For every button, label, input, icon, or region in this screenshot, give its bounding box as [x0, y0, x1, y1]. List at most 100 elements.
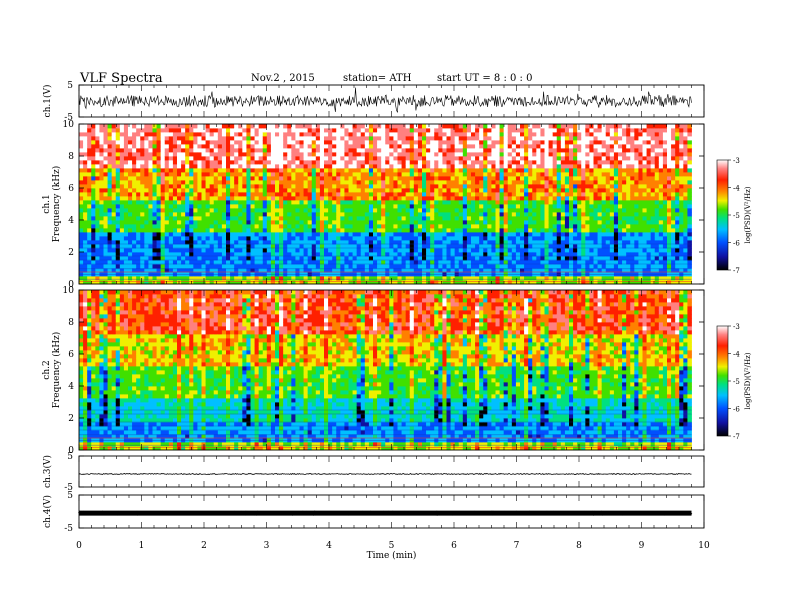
- spectrogram-cell: [532, 144, 537, 149]
- spectrogram-cell: [246, 172, 251, 177]
- spectrogram-cell: [295, 240, 300, 245]
- spectrogram-cell: [438, 160, 443, 165]
- spectrogram-cell: [254, 228, 260, 233]
- spectrogram-cell: [144, 212, 149, 217]
- spectrogram-cell: [336, 276, 341, 281]
- spectrogram-cell: [217, 172, 223, 177]
- spectrogram-cell: [79, 224, 84, 229]
- spectrogram-cell: [499, 160, 505, 165]
- spectrogram-cell: [430, 208, 435, 213]
- spectrogram-cell: [332, 124, 337, 129]
- spectrogram-cell: [107, 240, 113, 245]
- spectrogram-cell: [581, 128, 586, 133]
- spectrogram-cell: [564, 236, 570, 241]
- spectrogram-cell: [352, 236, 358, 241]
- spectrogram-cell: [405, 220, 411, 225]
- spectrogram-cell: [99, 200, 104, 205]
- spectrogram-cell: [160, 192, 166, 197]
- spectrogram-cell: [185, 224, 190, 229]
- spectrogram-cell: [230, 244, 235, 249]
- spectrogram-cell: [487, 204, 492, 209]
- spectrogram-cell: [181, 144, 186, 149]
- spectrogram-cell: [258, 132, 264, 137]
- spectrogram-cell: [254, 236, 260, 241]
- spectrogram-cell: [524, 224, 529, 229]
- spectrogram-cell: [438, 204, 443, 209]
- spectrogram-cell: [160, 220, 166, 225]
- spectrogram-cell: [299, 260, 304, 265]
- spectrogram-cell: [123, 152, 129, 157]
- spectrogram-cell: [177, 232, 182, 237]
- spectrogram-cell: [495, 224, 500, 229]
- spectrogram-cell: [99, 256, 104, 261]
- spectrogram-cell: [226, 156, 231, 161]
- spectrogram-cell: [79, 184, 84, 189]
- spectrogram-cell: [205, 240, 211, 245]
- spectrogram-cell: [287, 184, 292, 189]
- spectrogram-cell: [556, 280, 562, 285]
- spectrogram-cell: [577, 160, 582, 165]
- spectrogram-cell: [262, 180, 268, 185]
- spectrogram-cell: [307, 188, 313, 193]
- spectrogram-cell: [275, 264, 280, 269]
- spectrogram-cell: [128, 136, 133, 141]
- spectrogram-cell: [544, 128, 549, 133]
- spectrogram-cell: [532, 220, 537, 225]
- spectrogram-cell: [569, 280, 574, 285]
- spectrogram-cell: [140, 124, 145, 129]
- spectrogram-cell: [258, 136, 264, 141]
- spectrogram-cell: [450, 148, 456, 153]
- spectrogram-cell: [495, 144, 500, 149]
- spectrogram-cell: [348, 240, 353, 245]
- spectrogram-cell: [238, 148, 243, 153]
- spectrogram-cell: [393, 256, 398, 261]
- spectrogram-cell: [283, 252, 288, 257]
- spectrogram-cell: [279, 140, 284, 145]
- spectrogram-cell: [140, 260, 145, 265]
- spectrogram-cell: [573, 260, 578, 265]
- spectrogram-cell: [434, 168, 439, 173]
- spectrogram-cell: [128, 244, 133, 249]
- spectrogram-cell: [528, 236, 533, 241]
- spectrogram-cell: [426, 208, 431, 213]
- spectrogram-cell: [471, 132, 476, 137]
- spectrogram-cell: [217, 164, 223, 169]
- spectrogram-cell: [340, 140, 345, 145]
- spectrogram-cell: [254, 156, 260, 161]
- spectrogram-cell: [364, 128, 370, 133]
- spectrogram-cell: [471, 192, 476, 197]
- spectrogram-cell: [132, 216, 137, 221]
- spectrogram-cell: [111, 240, 117, 245]
- spectrogram-cell: [364, 212, 370, 217]
- spectrogram-cell: [377, 196, 382, 201]
- spectrogram-cell: [136, 148, 141, 153]
- spectrogram-cell: [332, 184, 337, 189]
- spectrogram-cell: [434, 164, 439, 169]
- spectrogram-cell: [234, 192, 239, 197]
- spectrogram-cell: [401, 264, 407, 269]
- spectrogram-cell: [487, 184, 492, 189]
- spectrogram-cell: [177, 176, 182, 181]
- spectrogram-cell: [532, 268, 537, 273]
- spectrogram-cell: [242, 260, 247, 265]
- spectrogram-cell: [213, 252, 219, 257]
- spectrogram-cell: [197, 136, 202, 141]
- spectrogram-cell: [132, 184, 137, 189]
- spectrogram-cell: [413, 256, 419, 261]
- spectrogram-cell: [381, 192, 386, 197]
- spectrogram-cell: [295, 132, 300, 137]
- spectrogram-cell: [377, 236, 382, 241]
- spectrogram-cell: [79, 248, 84, 253]
- spectrogram-cell: [177, 200, 182, 205]
- spectrogram-cell: [585, 188, 590, 193]
- spectrogram-cell: [189, 268, 194, 273]
- spectrogram-cell: [115, 240, 121, 245]
- spectrogram-cell: [413, 212, 419, 217]
- spectrogram-cell: [409, 184, 415, 189]
- spectrogram-cell: [250, 212, 255, 217]
- spectrogram-cell: [454, 148, 460, 153]
- spectrogram-cell: [185, 212, 190, 217]
- spectrogram-cell: [560, 280, 566, 285]
- spectrogram-cell: [552, 136, 558, 141]
- spectrogram-cell: [213, 132, 219, 137]
